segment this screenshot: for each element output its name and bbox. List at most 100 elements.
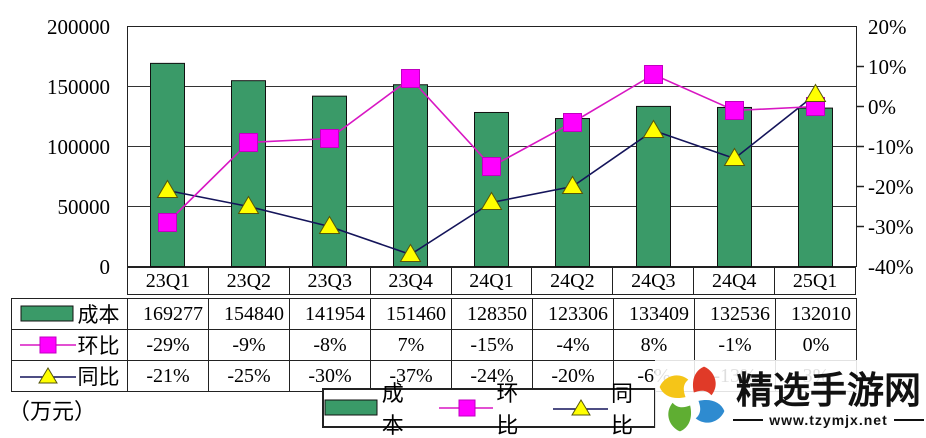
- cell-成本-23Q3: 141954: [289, 298, 371, 330]
- square-marker: [563, 113, 582, 132]
- pinwheel-blade: [668, 402, 692, 432]
- bar-swatch-icon: [324, 399, 378, 416]
- right-axis-tick: 0%: [868, 95, 896, 119]
- cell-成本-25Q1: 132010: [775, 298, 857, 330]
- category-label-23Q4: 23Q4: [371, 268, 452, 294]
- category-label-23Q3: 23Q3: [290, 268, 371, 294]
- square-marker: [482, 157, 501, 176]
- category-label-24Q4: 24Q4: [694, 268, 776, 294]
- right-axis-tick: -10%: [868, 135, 914, 159]
- triangle-marker: [804, 83, 827, 102]
- square-marker: [158, 213, 177, 232]
- dash-right: [893, 418, 924, 421]
- cell-环比-24Q2: -4%: [532, 329, 614, 361]
- row-header-成本: 成本: [11, 298, 128, 330]
- watermark-url: www.tzymjx.net: [769, 411, 888, 428]
- right-axis-tick: -20%: [868, 175, 914, 199]
- bar-25Q1: [798, 107, 833, 267]
- triangle-marker: [399, 243, 422, 262]
- row-label: 成本: [77, 303, 120, 327]
- table-row-成本: 成本 169277 154840 141954 151460 128350 123306 13…: [11, 298, 857, 330]
- cell-环比-23Q4: 7%: [370, 329, 452, 361]
- category-label-25Q1: 25Q1: [792, 269, 838, 292]
- row-header-环比: 环比: [11, 329, 128, 361]
- cell-成本-23Q4: 151460: [370, 298, 452, 330]
- triangle-marker-icon: [19, 367, 76, 384]
- square-marker: [725, 101, 744, 120]
- pinwheel-logo-icon: [659, 366, 725, 432]
- bar-24Q1: [474, 111, 509, 268]
- category-label-23Q2: 23Q2: [209, 268, 290, 294]
- triangle-marker: [156, 179, 179, 198]
- legend-label: 环比: [496, 381, 519, 438]
- triangle-marker: [642, 119, 665, 138]
- cell-环比-24Q4: -1%: [694, 329, 776, 361]
- cell-成本-23Q1: 169277: [127, 298, 209, 330]
- cell-成本-24Q4: 132536: [694, 298, 776, 330]
- cell-同比-24Q1: -24%: [451, 360, 533, 392]
- legend-item-环比: 环比: [438, 376, 540, 438]
- legend: 成本 环比 同比: [322, 381, 656, 438]
- left-axis-tick: 200000: [47, 15, 110, 39]
- bar-swatch-icon: [20, 305, 73, 322]
- cell-成本-23Q2: 154840: [208, 298, 290, 330]
- left-axis-tick: 0: [99, 255, 111, 279]
- dash-left: [733, 418, 764, 421]
- watermark: 精选手游网 www.tzymjx.net: [655, 360, 926, 438]
- left-axis-tick: 150000: [47, 75, 110, 99]
- square-marker-icon: [19, 336, 76, 354]
- square-marker: [401, 69, 420, 88]
- triangle-marker: [723, 147, 746, 166]
- category-label-24Q2: 24Q2: [532, 268, 614, 294]
- triangle-marker: [480, 191, 503, 210]
- chart-plot: [127, 26, 864, 268]
- cell-环比-25Q1: 0%: [775, 329, 857, 361]
- cell-成本-24Q3: 133409: [613, 298, 695, 330]
- triangle-marker: [561, 175, 584, 194]
- cell-同比-24Q2: -20%: [532, 360, 614, 392]
- cell-同比-23Q1: -21%: [127, 360, 209, 392]
- category-label-24Q3: 24Q3: [613, 268, 695, 294]
- table-row-环比: 环比 -29% -9% -8% 7% -15% -4% 8% -1% 0%: [11, 329, 857, 361]
- cell-成本-24Q2: 123306: [532, 298, 614, 330]
- triangle-marker: [318, 215, 341, 234]
- bar-24Q4: [717, 106, 752, 267]
- watermark-title: 精选手游网: [736, 369, 921, 411]
- square-marker: [320, 129, 339, 148]
- right-axis: 20% 10% 0% -10% -20% -30% -40%: [864, 16, 926, 278]
- watermark-text: 精选手游网 www.tzymjx.net: [731, 369, 926, 428]
- table-row-同比: 同比-21%-25%-30%-37%-24%-20%-6%-13%3%: [11, 360, 857, 392]
- cell-环比-24Q1: -15%: [451, 329, 533, 361]
- left-axis-tick: 100000: [47, 135, 110, 159]
- row-header-同比: 同比: [11, 360, 128, 392]
- pinwheel-blade: [659, 375, 689, 399]
- right-axis-tick: 10%: [868, 55, 907, 79]
- row-label: 同比: [77, 365, 120, 389]
- cell-环比-24Q3: 8%: [613, 329, 695, 361]
- watermark-url-row: www.tzymjx.net: [733, 412, 924, 428]
- cell-同比-23Q2: -25%: [208, 360, 290, 392]
- triangle-marker: [237, 195, 260, 214]
- category-label-23Q1: 23Q1: [128, 268, 209, 294]
- square-marker: [644, 65, 663, 84]
- legend-item-成本: 成本: [324, 376, 425, 438]
- cell-成本-24Q1: 128350: [451, 298, 533, 330]
- bar-23Q2: [231, 80, 266, 267]
- cell-环比-23Q1: -29%: [127, 329, 209, 361]
- cell-环比-23Q2: -9%: [208, 329, 290, 361]
- left-axis: 200000 150000 100000 50000 0: [0, 16, 118, 278]
- square-marker: [239, 133, 258, 152]
- category-label-24Q1: 24Q1: [452, 268, 533, 294]
- square-marker-icon: [438, 399, 494, 417]
- category-axis: 23Q1 23Q2 23Q3 23Q4 24Q1 24Q2 24Q3 24Q4 25Q1: [127, 267, 856, 295]
- row-label: 环比: [77, 334, 120, 358]
- unit-label: （万元）: [8, 399, 97, 424]
- bar-23Q1: [150, 62, 185, 267]
- bar-23Q4: [393, 84, 428, 267]
- pinwheel-blade: [695, 399, 725, 423]
- cell-环比-23Q3: -8%: [289, 329, 371, 361]
- legend-item-同比: 同比: [553, 376, 654, 438]
- pinwheel-blade: [692, 366, 716, 396]
- right-axis-tick: 20%: [868, 15, 907, 39]
